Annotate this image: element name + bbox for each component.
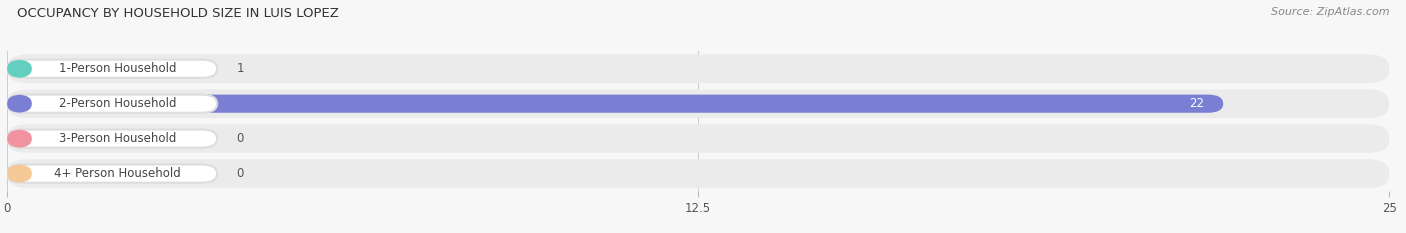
FancyBboxPatch shape — [7, 89, 1389, 118]
Text: 3-Person Household: 3-Person Household — [59, 132, 176, 145]
FancyBboxPatch shape — [7, 159, 1389, 188]
FancyBboxPatch shape — [7, 124, 1389, 153]
FancyBboxPatch shape — [7, 95, 32, 113]
Text: OCCUPANCY BY HOUSEHOLD SIZE IN LUIS LOPEZ: OCCUPANCY BY HOUSEHOLD SIZE IN LUIS LOPE… — [17, 7, 339, 20]
FancyBboxPatch shape — [7, 60, 217, 78]
FancyBboxPatch shape — [7, 60, 62, 78]
FancyBboxPatch shape — [7, 164, 217, 183]
FancyBboxPatch shape — [7, 164, 32, 183]
Text: 0: 0 — [236, 167, 243, 180]
Text: 0: 0 — [236, 132, 243, 145]
Text: 1-Person Household: 1-Person Household — [59, 62, 176, 75]
FancyBboxPatch shape — [7, 55, 1389, 83]
Text: 4+ Person Household: 4+ Person Household — [55, 167, 181, 180]
FancyBboxPatch shape — [7, 130, 32, 148]
Text: 1: 1 — [236, 62, 245, 75]
Text: 2-Person Household: 2-Person Household — [59, 97, 176, 110]
Text: Source: ZipAtlas.com: Source: ZipAtlas.com — [1271, 7, 1389, 17]
FancyBboxPatch shape — [7, 95, 1223, 113]
Text: 22: 22 — [1189, 97, 1204, 110]
FancyBboxPatch shape — [7, 95, 217, 113]
FancyBboxPatch shape — [7, 60, 32, 78]
FancyBboxPatch shape — [7, 130, 217, 148]
